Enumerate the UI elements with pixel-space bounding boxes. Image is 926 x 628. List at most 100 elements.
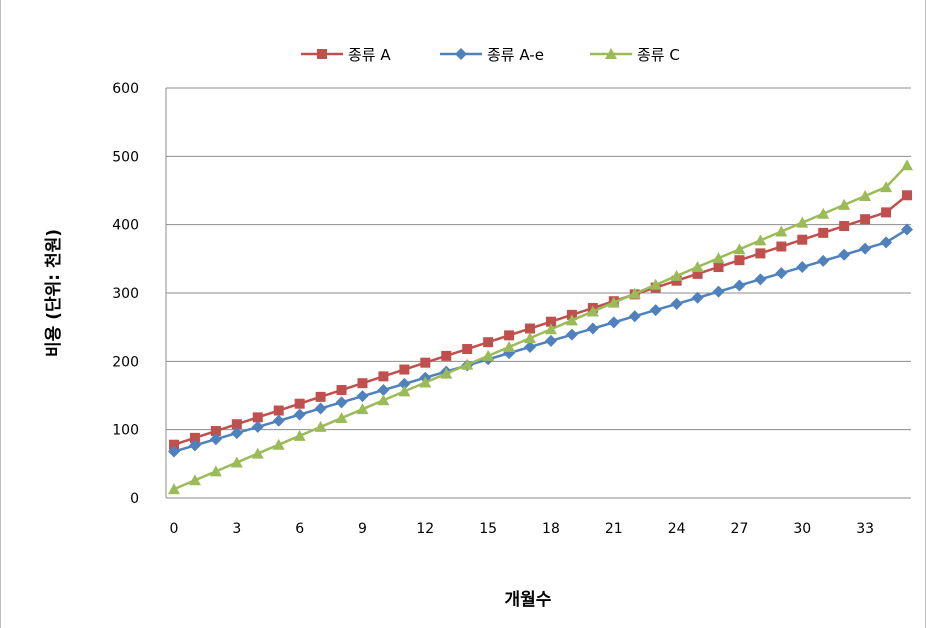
data-point bbox=[209, 433, 222, 446]
data-point bbox=[775, 267, 788, 280]
data-point bbox=[544, 334, 557, 347]
data-point bbox=[817, 207, 830, 219]
data-point bbox=[755, 248, 766, 259]
data-point bbox=[901, 223, 913, 236]
legend-item: 종류 C bbox=[590, 46, 680, 64]
legend: 종류 A 종류 A-e 종류 C bbox=[301, 46, 680, 64]
data-point bbox=[733, 279, 746, 292]
series-triangle bbox=[168, 159, 913, 495]
y-tick-label: 600 bbox=[112, 81, 139, 97]
data-point bbox=[440, 367, 453, 379]
x-tick-label: 6 bbox=[295, 521, 304, 537]
data-point bbox=[294, 398, 305, 409]
series-lines bbox=[168, 159, 913, 495]
data-point bbox=[314, 402, 327, 415]
data-point bbox=[189, 432, 200, 443]
data-point bbox=[272, 414, 285, 427]
data-point bbox=[169, 439, 179, 450]
data-point bbox=[712, 285, 725, 298]
x-tick-label: 18 bbox=[542, 521, 560, 537]
legend-item: 종류 A-e bbox=[440, 46, 544, 64]
data-point bbox=[691, 291, 704, 304]
data-point bbox=[188, 474, 201, 486]
data-point bbox=[230, 456, 243, 468]
x-tick-label: 9 bbox=[358, 521, 367, 537]
data-point bbox=[482, 349, 495, 361]
y-tick-label: 100 bbox=[112, 423, 139, 439]
series-square bbox=[169, 190, 912, 450]
data-point bbox=[881, 207, 892, 218]
data-point bbox=[713, 262, 724, 273]
data-point bbox=[272, 438, 285, 450]
data-point bbox=[754, 234, 767, 246]
data-point bbox=[628, 287, 641, 299]
data-point bbox=[586, 322, 599, 335]
data-point bbox=[251, 420, 264, 433]
data-point bbox=[775, 225, 788, 237]
data-point bbox=[586, 305, 599, 317]
axes: 0 100 200 300 400 500 600 0 3 6 9 12 15 18 21 24 27 30 33 bbox=[112, 81, 911, 537]
gridlines bbox=[166, 87, 911, 431]
x-tick-label: 21 bbox=[605, 521, 623, 537]
series-line bbox=[173, 194, 908, 446]
data-point bbox=[649, 278, 662, 290]
data-point bbox=[607, 296, 620, 308]
data-point bbox=[525, 323, 536, 334]
legend-label: 종류 C bbox=[637, 46, 680, 64]
data-point bbox=[860, 214, 871, 225]
x-tick-label: 24 bbox=[668, 521, 686, 537]
x-tick-label: 30 bbox=[793, 521, 811, 537]
data-point bbox=[901, 159, 913, 171]
y-tick-label: 400 bbox=[112, 218, 139, 234]
data-point bbox=[796, 261, 809, 274]
series-line bbox=[173, 164, 908, 491]
data-point bbox=[210, 426, 221, 437]
legend-label: 종류 A bbox=[348, 46, 391, 64]
data-point bbox=[504, 330, 515, 341]
data-point bbox=[168, 483, 180, 495]
data-point bbox=[315, 391, 326, 402]
data-point bbox=[839, 221, 850, 232]
data-point bbox=[398, 377, 411, 390]
data-point bbox=[251, 447, 264, 459]
data-point bbox=[734, 255, 745, 266]
data-point bbox=[692, 268, 703, 279]
y-axis-title: 비용 (단위: 천원) bbox=[44, 229, 64, 357]
data-point bbox=[252, 412, 263, 423]
data-point bbox=[483, 337, 494, 348]
data-point bbox=[356, 390, 369, 403]
data-point bbox=[455, 48, 467, 60]
series-diamond bbox=[168, 223, 913, 458]
data-point bbox=[607, 316, 620, 329]
data-point bbox=[168, 445, 180, 458]
data-point bbox=[335, 396, 348, 409]
data-point bbox=[691, 261, 704, 273]
data-point bbox=[902, 190, 912, 201]
data-point bbox=[317, 49, 327, 59]
data-point bbox=[188, 439, 201, 452]
data-point bbox=[796, 216, 809, 228]
data-point bbox=[419, 376, 432, 388]
y-tick-label: 200 bbox=[112, 354, 139, 370]
legend-label: 종류 A-e bbox=[487, 46, 544, 64]
data-point bbox=[441, 350, 452, 361]
x-tick-label: 27 bbox=[731, 521, 749, 537]
data-point bbox=[545, 316, 556, 327]
data-point bbox=[335, 412, 348, 424]
x-tick-label: 33 bbox=[856, 521, 874, 537]
series-line bbox=[173, 228, 908, 453]
data-point bbox=[503, 340, 516, 352]
data-point bbox=[314, 420, 327, 432]
data-point bbox=[818, 227, 829, 238]
data-point bbox=[776, 241, 787, 252]
data-point bbox=[357, 378, 368, 389]
data-point bbox=[420, 357, 431, 368]
x-tick-label: 3 bbox=[232, 521, 241, 537]
data-point bbox=[859, 189, 872, 201]
x-axis-title: 개월수 bbox=[505, 590, 552, 610]
y-tick-label: 0 bbox=[130, 491, 139, 507]
data-point bbox=[565, 314, 578, 326]
data-point bbox=[356, 403, 369, 415]
